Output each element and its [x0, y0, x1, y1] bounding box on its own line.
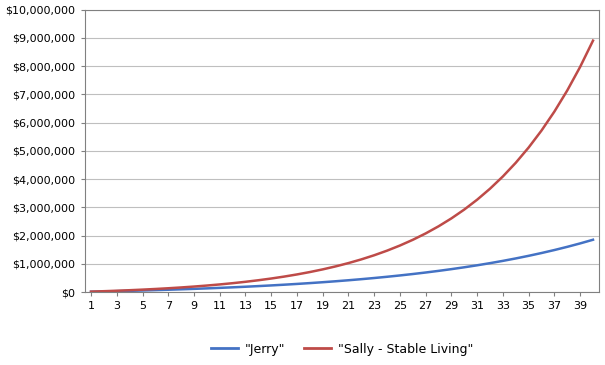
"Sally - Stable Living": [281, 274, 288, 279]
"Jerry": [293, 282, 301, 286]
"Sally - Stable Living": [525, 145, 532, 150]
"Jerry": [422, 270, 430, 275]
"Jerry": [319, 280, 326, 284]
"Jerry": [126, 289, 133, 293]
"Jerry": [525, 254, 532, 258]
"Sally - Stable Living": [203, 283, 211, 288]
"Sally - Stable Living": [512, 161, 520, 165]
"Jerry": [448, 267, 455, 271]
"Jerry": [538, 251, 545, 255]
"Sally - Stable Living": [345, 261, 352, 265]
"Sally - Stable Living": [87, 289, 94, 294]
"Jerry": [512, 256, 520, 261]
"Jerry": [345, 278, 352, 283]
"Jerry": [139, 288, 146, 293]
"Jerry": [191, 287, 198, 291]
"Sally - Stable Living": [100, 289, 108, 293]
"Sally - Stable Living": [499, 174, 506, 178]
"Sally - Stable Living": [577, 65, 584, 69]
Line: "Jerry": "Jerry": [91, 240, 593, 292]
"Sally - Stable Living": [165, 286, 172, 291]
"Sally - Stable Living": [435, 224, 442, 228]
"Jerry": [564, 245, 571, 249]
"Jerry": [216, 286, 223, 290]
"Jerry": [460, 265, 468, 269]
"Sally - Stable Living": [396, 243, 404, 248]
"Jerry": [589, 238, 597, 242]
"Sally - Stable Living": [306, 270, 313, 274]
"Sally - Stable Living": [152, 287, 159, 291]
"Jerry": [229, 285, 236, 289]
"Sally - Stable Living": [460, 207, 468, 212]
"Sally - Stable Living": [538, 128, 545, 133]
"Jerry": [267, 283, 275, 288]
"Jerry": [551, 248, 558, 252]
"Sally - Stable Living": [229, 281, 236, 285]
"Sally - Stable Living": [242, 280, 249, 284]
"Sally - Stable Living": [177, 285, 185, 290]
Line: "Sally - Stable Living": "Sally - Stable Living": [91, 41, 593, 292]
"Jerry": [371, 276, 378, 280]
"Jerry": [396, 273, 404, 278]
"Jerry": [499, 259, 506, 263]
"Jerry": [281, 283, 288, 287]
"Sally - Stable Living": [332, 264, 339, 269]
"Sally - Stable Living": [267, 276, 275, 281]
"Sally - Stable Living": [409, 238, 416, 242]
"Jerry": [113, 289, 120, 293]
"Sally - Stable Living": [486, 187, 494, 191]
"Jerry": [474, 263, 481, 268]
"Sally - Stable Living": [551, 110, 558, 114]
"Jerry": [165, 288, 172, 292]
"Jerry": [332, 279, 339, 284]
"Sally - Stable Living": [216, 282, 223, 287]
"Sally - Stable Living": [255, 278, 262, 283]
"Sally - Stable Living": [422, 231, 430, 236]
"Sally - Stable Living": [589, 38, 597, 43]
"Jerry": [242, 285, 249, 289]
"Jerry": [203, 286, 211, 291]
"Sally - Stable Living": [474, 197, 481, 202]
"Sally - Stable Living": [113, 289, 120, 293]
"Sally - Stable Living": [371, 253, 378, 257]
"Jerry": [100, 289, 108, 294]
"Sally - Stable Living": [319, 267, 326, 272]
"Sally - Stable Living": [358, 257, 365, 262]
"Jerry": [152, 288, 159, 292]
"Sally - Stable Living": [293, 272, 301, 277]
"Sally - Stable Living": [384, 249, 391, 253]
"Jerry": [577, 241, 584, 246]
"Sally - Stable Living": [564, 88, 571, 93]
"Jerry": [177, 287, 185, 292]
"Sally - Stable Living": [448, 216, 455, 220]
"Jerry": [435, 269, 442, 273]
Legend: "Jerry", "Sally - Stable Living": "Jerry", "Sally - Stable Living": [206, 338, 478, 361]
"Jerry": [358, 277, 365, 281]
"Sally - Stable Living": [139, 288, 146, 292]
"Jerry": [306, 281, 313, 285]
"Jerry": [486, 261, 494, 265]
"Sally - Stable Living": [191, 284, 198, 289]
"Jerry": [255, 284, 262, 288]
"Sally - Stable Living": [126, 288, 133, 292]
"Jerry": [384, 274, 391, 279]
"Jerry": [87, 289, 94, 294]
"Jerry": [409, 272, 416, 276]
